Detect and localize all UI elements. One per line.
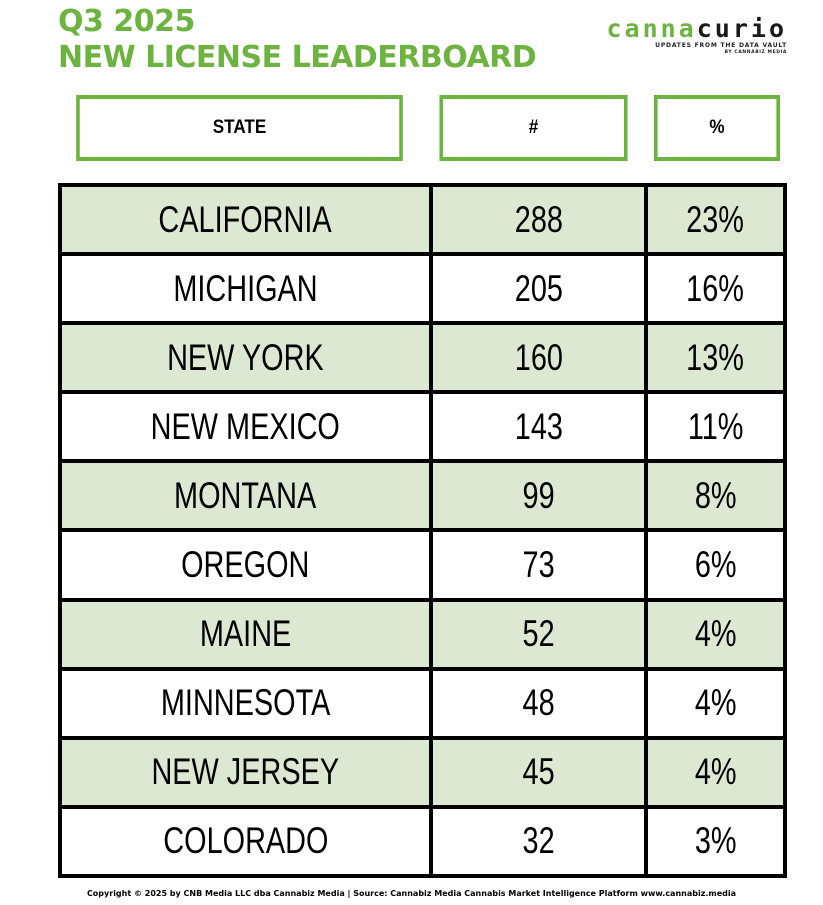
count-cell: 99 (433, 463, 644, 529)
percent-cell: 23% (648, 187, 783, 253)
count-cell: 205 (433, 256, 644, 322)
percent-cell: 6% (648, 532, 783, 598)
column-header-count: # (439, 95, 628, 161)
title-line-2: NEW LICENSE LEADERBOARD (58, 40, 537, 75)
percent-cell: 13% (648, 325, 783, 391)
logo-tagline: UPDATES FROM THE DATA VAULT (655, 42, 787, 49)
column-header-state: STATE (76, 95, 403, 161)
column-header-percent: % (654, 95, 780, 161)
percent-cell: 11% (648, 394, 783, 460)
copyright-footer: Copyright © 2025 by CNB Media LLC dba Ca… (86, 889, 737, 898)
percent-cell: 8% (648, 463, 783, 529)
count-cell: 160 (433, 325, 644, 391)
state-cell: NEW MEXICO (62, 394, 429, 460)
count-cell: 73 (433, 532, 644, 598)
state-cell: NEW YORK (62, 325, 429, 391)
logo-word-part-2: curio (696, 14, 787, 43)
count-cell: 52 (433, 601, 644, 667)
cannacurio-logo: cannacurio UPDATES FROM THE DATA VAULT B… (606, 16, 787, 56)
percent-cell: 4% (648, 670, 783, 736)
count-cell: 48 (433, 670, 644, 736)
percent-cell: 16% (648, 256, 783, 322)
percent-cell: 4% (648, 739, 783, 805)
state-cell: MICHIGAN (62, 256, 429, 322)
logo-word-part-1: canna (606, 14, 697, 43)
state-cell: COLORADO (62, 808, 429, 874)
count-cell: 143 (433, 394, 644, 460)
count-cell: 45 (433, 739, 644, 805)
state-cell: NEW JERSEY (62, 739, 429, 805)
logo-wordmark: cannacurio (606, 16, 787, 42)
percent-cell: 4% (648, 601, 783, 667)
state-cell: MONTANA (62, 463, 429, 529)
logo-byline: BY CANNABIZ MEDIA (724, 50, 787, 55)
state-cell: CALIFORNIA (62, 187, 429, 253)
percent-cell: 3% (648, 808, 783, 874)
count-cell: 32 (433, 808, 644, 874)
count-cell: 288 (433, 187, 644, 253)
leaderboard-table: CALIFORNIA 288 23% MICHIGAN 205 16% NEW YORK 16… (58, 183, 787, 878)
state-cell: MAINE (62, 601, 429, 667)
state-cell: MINNESOTA (62, 670, 429, 736)
title-line-1: Q3 2025 (58, 4, 195, 39)
state-cell: OREGON (62, 532, 429, 598)
